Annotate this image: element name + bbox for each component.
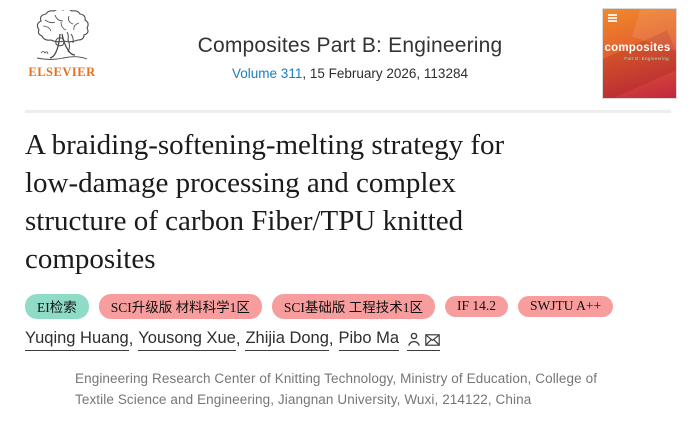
volume-link[interactable]: Volume 311 <box>232 66 303 81</box>
badge-sci-basic: SCI基础版 工程技术1区 <box>271 294 436 319</box>
badge-sci-upgraded: SCI升级版 材料科学1区 <box>98 294 262 319</box>
journal-cover-thumbnail[interactable]: composites Part B: Engineering <box>602 8 677 99</box>
person-icon <box>408 332 420 346</box>
journal-header: ELSEVIER Composites Part B: Engineering … <box>0 0 695 99</box>
badge-impact-factor: IF 14.2 <box>445 296 509 317</box>
cover-publisher-mark-icon <box>608 14 617 25</box>
article-title-line: composites <box>25 243 156 275</box>
affiliation: Engineering Research Center of Knitting … <box>75 368 670 410</box>
issue-date-text: , 15 February 2026, 113284 <box>302 66 468 81</box>
author-link[interactable]: Zhijia Dong <box>245 329 329 351</box>
article-title-line: A braiding-softening-melting strategy fo… <box>25 129 505 161</box>
author-list: Yuqing Huang, Yousong Xue, Zhijia Dong, … <box>25 329 670 351</box>
header-divider <box>25 110 671 113</box>
journal-title-link[interactable]: Composites Part B: Engineering <box>197 34 503 57</box>
corresponding-author-icons[interactable] <box>407 332 441 351</box>
article-title-line: low-damage processing and complex <box>25 167 456 199</box>
article-main: A braiding-softening-melting strategy fo… <box>0 126 695 410</box>
author-separator: , <box>235 330 241 348</box>
author-link[interactable]: Pibo Ma <box>338 329 400 351</box>
affiliation-line: Textile Science and Engineering, Jiangna… <box>75 392 532 407</box>
article-title-line: structure of carbon Fiber/TPU knitted <box>25 205 464 237</box>
badge-swjtu-rating: SWJTU A++ <box>518 296 614 317</box>
elsevier-logo[interactable]: ELSEVIER <box>26 8 98 80</box>
journal-info: Composites Part B: Engineering Volume 31… <box>98 8 602 81</box>
article-title: A braiding-softening-melting strategy fo… <box>25 126 670 278</box>
badge-ei-index: EI检索 <box>25 294 89 319</box>
cover-journal-subtitle: Part B: Engineering <box>624 56 669 61</box>
author-link[interactable]: Yuqing Huang <box>25 329 129 351</box>
elsevier-tree-icon <box>36 10 89 60</box>
ranking-badges: EI检索 SCI升级版 材料科学1区 SCI基础版 工程技术1区 IF 14.2… <box>25 294 670 319</box>
cover-journal-title: composites <box>604 42 671 54</box>
elsevier-wordmark: ELSEVIER <box>28 65 96 79</box>
author-link[interactable]: Yousong Xue <box>138 329 236 351</box>
email-icon <box>425 333 440 346</box>
affiliation-line: Engineering Research Center of Knitting … <box>75 371 598 386</box>
author-separator: , <box>128 330 134 348</box>
volume-issue-line: Volume 311, 15 February 2026, 113284 <box>98 66 602 81</box>
author-separator: , <box>328 330 334 348</box>
